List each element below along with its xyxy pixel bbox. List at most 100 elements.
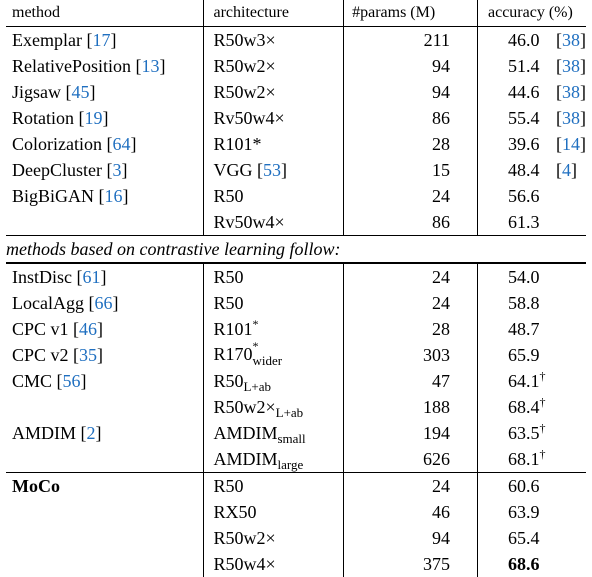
architecture-name: R50: [213, 186, 243, 206]
method-cell: AMDIM [2]: [6, 420, 204, 446]
method-cell: CPC v2 [35]: [6, 342, 204, 368]
accuracy-value: 55.4: [508, 108, 540, 128]
architecture-name: R170: [213, 344, 252, 364]
accuracy-source: [38]: [556, 56, 586, 76]
params-cell: 15: [344, 157, 478, 183]
method-cell: CMC [56]: [6, 368, 204, 394]
params-cell: 211: [344, 27, 478, 54]
accuracy-source-citation: 4: [562, 160, 571, 180]
accuracy-cell: 68.4†: [478, 394, 587, 420]
architecture-name: R50: [213, 267, 243, 287]
architecture-cell: R101*: [204, 131, 344, 157]
method-cell: [6, 446, 204, 473]
accuracy-value: 68.4: [508, 397, 540, 417]
header-accuracy: accuracy (%): [478, 0, 587, 27]
architecture-cell: R170*wider: [204, 342, 344, 368]
header-row: method architecture #params (M) accuracy…: [6, 0, 586, 27]
method-citation: 16: [105, 186, 123, 206]
architecture-subscript: large: [277, 457, 303, 472]
params-cell: 94: [344, 79, 478, 105]
accuracy-value: 61.3: [508, 212, 540, 232]
accuracy-cell: 51.4[38]: [478, 53, 587, 79]
architecture-name: Rv50w4×: [213, 212, 284, 232]
params-cell: 303: [344, 342, 478, 368]
accuracy-source-citation: 38: [562, 108, 580, 128]
architecture-name: Rv50w4×: [213, 108, 284, 128]
accuracy-value: 56.6: [508, 186, 540, 206]
architecture-name: R50w2×: [213, 397, 275, 417]
method-cell: CPC v1 [46]: [6, 316, 204, 342]
method-cell: InstDisc [61]: [6, 263, 204, 290]
method-name: CPC v2: [12, 345, 69, 365]
accuracy-cell: 68.1†: [478, 446, 587, 473]
accuracy-value-wrap: 44.6: [508, 82, 550, 102]
accuracy-value-wrap: 55.4: [508, 108, 550, 128]
accuracy-value: 60.6: [508, 476, 540, 496]
method-citation: 3: [112, 160, 121, 180]
accuracy-source: [4]: [556, 160, 577, 180]
accuracy-value-wrap: 60.6: [508, 476, 550, 496]
params-cell: 194: [344, 420, 478, 446]
architecture-cell: R50: [204, 263, 344, 290]
method-name: InstDisc: [12, 267, 72, 287]
params-cell: 86: [344, 105, 478, 131]
accuracy-value-wrap: 56.6: [508, 186, 550, 206]
accuracy-value-wrap: 46.0: [508, 30, 550, 50]
accuracy-value: 63.5: [508, 423, 540, 443]
accuracy-value-wrap: 63.5†: [508, 423, 550, 443]
architecture-cell: AMDIMlarge: [204, 446, 344, 473]
architecture-cell: R50w2×: [204, 525, 344, 551]
method-cell: [6, 394, 204, 420]
architecture-cell: R50w2×L+ab: [204, 394, 344, 420]
params-cell: 375: [344, 551, 478, 577]
accuracy-value: 68.6: [508, 554, 540, 574]
results-table: method architecture #params (M) accuracy…: [6, 0, 586, 577]
architecture-cell: R50L+ab: [204, 368, 344, 394]
architecture-subscript: wider: [252, 353, 282, 368]
accuracy-cell: 44.6 [38]: [478, 79, 587, 105]
method-name: MoCo: [12, 476, 60, 496]
accuracy-value: 54.0: [508, 267, 540, 287]
architecture-cell: R50w2×: [204, 79, 344, 105]
method-citation: 35: [79, 345, 97, 365]
method-citation: 61: [83, 267, 101, 287]
header-params: #params (M): [344, 0, 478, 27]
params-cell: 626: [344, 446, 478, 473]
architecture-cell: VGG [53]: [204, 157, 344, 183]
accuracy-cell: 46.0[38]: [478, 27, 587, 54]
architecture-name: R101*: [213, 134, 261, 154]
header-method: method: [6, 0, 204, 27]
architecture-name: R50: [213, 293, 243, 313]
method-cell: [6, 209, 204, 236]
accuracy-value-wrap: 65.4: [508, 528, 550, 548]
architecture-cell: R50w3×: [204, 27, 344, 54]
accuracy-source: [38]: [556, 108, 586, 128]
accuracy-value: 58.8: [508, 293, 540, 313]
params-cell: 24: [344, 263, 478, 290]
method-name: BigBiGAN: [12, 186, 94, 206]
architecture-cell: AMDIMsmall: [204, 420, 344, 446]
params-cell: 94: [344, 525, 478, 551]
accuracy-source: [14]: [556, 134, 586, 154]
accuracy-value-wrap: 68.6: [508, 554, 550, 574]
accuracy-source-citation: 38: [562, 56, 580, 76]
accuracy-value: 48.4: [508, 160, 540, 180]
accuracy-cell: 60.6: [478, 473, 587, 500]
accuracy-value-wrap: 54.0: [508, 267, 550, 287]
accuracy-cell: 65.4: [478, 525, 587, 551]
accuracy-source: [38]: [556, 82, 586, 102]
method-citation: 56: [63, 371, 81, 391]
params-cell: 24: [344, 183, 478, 209]
